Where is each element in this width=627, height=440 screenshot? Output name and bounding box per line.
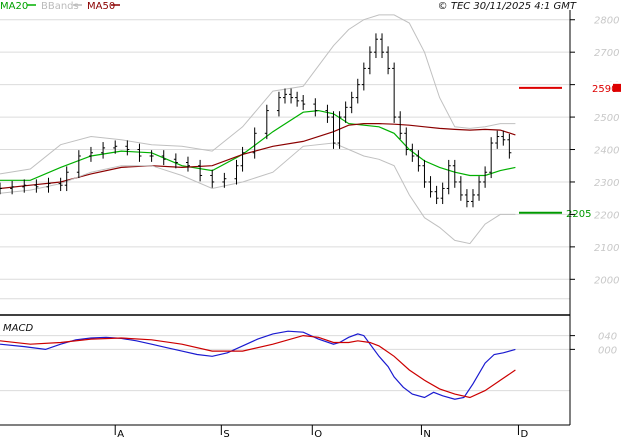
macd-title: MACD: [3, 323, 33, 334]
macd-tick-label-0: 000: [598, 345, 617, 356]
bb-upper-line: [0, 14, 516, 175]
x-tick-label-A: A: [117, 429, 124, 440]
price-tick-label-2500: 2500: [594, 113, 619, 124]
signal-line: [0, 334, 516, 399]
chart-frame: [0, 10, 571, 426]
resistance-marker: [613, 83, 621, 92]
bb-lower-line: [0, 142, 516, 245]
price-tick-label-2800: 2800: [594, 16, 619, 27]
price-levels: 2590 2205: [519, 81, 623, 220]
resistance-label: 2590: [592, 84, 617, 95]
legend: MA20 BBands MA50 © TEC 30/11/2025 4:1 GM…: [0, 1, 577, 12]
price-tick-label-2300: 2300: [594, 178, 619, 189]
legend-bbands-label: BBands: [41, 1, 79, 12]
legend-ma20-label: MA20: [0, 1, 28, 12]
price-tick-label-2400: 2400: [594, 146, 619, 157]
macd-tick-label-40: 040: [598, 332, 617, 343]
price-bars: [0, 33, 512, 208]
macd-series: [0, 330, 516, 400]
price-grid: [0, 19, 570, 300]
macd-line: [0, 330, 516, 400]
price-tick-label-2100: 2100: [594, 243, 619, 254]
x-tick-label-O: O: [314, 429, 322, 440]
price-tick-label-2200: 2200: [594, 210, 619, 221]
price-tick-label-2700: 2700: [594, 48, 619, 59]
x-tick-label-N: N: [423, 429, 430, 440]
copyright-text: © TEC 30/11/2025 4:1 GMT: [438, 1, 577, 12]
price-y-axis: 200021002200230024002500260027002800: [570, 16, 619, 286]
ma50-line: [0, 122, 516, 190]
macd-grid: [0, 335, 570, 392]
price-tick-label-2000: 2000: [594, 275, 619, 286]
x-tick-label-S: S: [223, 429, 229, 440]
x-tick-label-D: D: [520, 429, 528, 440]
resistance-label-bg: [578, 81, 623, 94]
price-panel: 200021002200230024002500260027002800 259…: [0, 10, 623, 315]
support-label: 2205: [566, 209, 591, 220]
legend-ma50-label: MA50: [87, 1, 115, 12]
